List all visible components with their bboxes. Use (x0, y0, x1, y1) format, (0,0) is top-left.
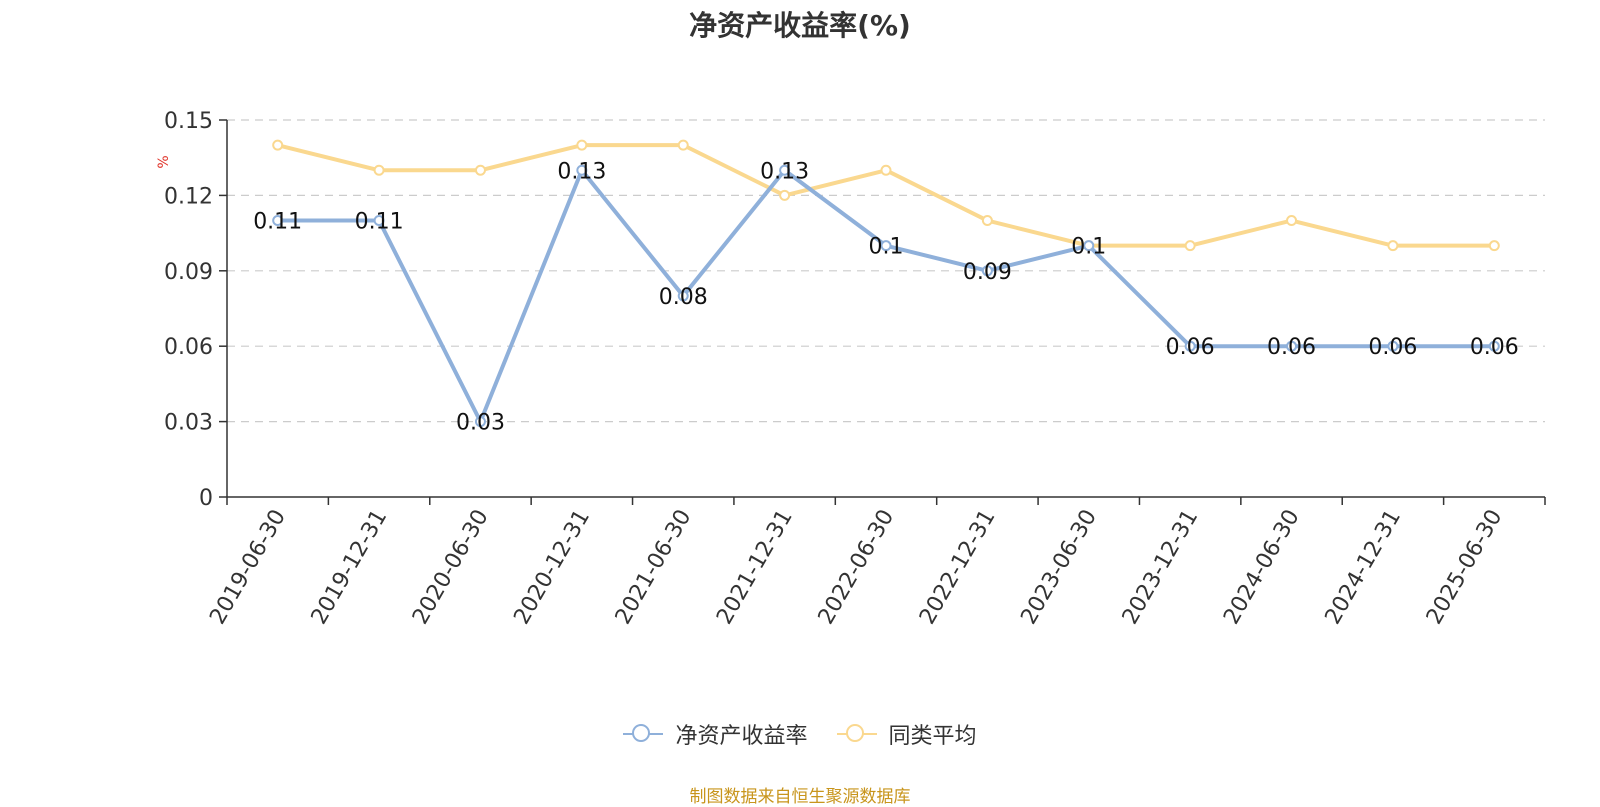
legend-swatch-roe (623, 724, 664, 744)
y-tick-label: 0.03 (164, 411, 213, 436)
data-label: 0.13 (760, 159, 809, 184)
data-point-peer-average (1387, 240, 1399, 252)
legend: 净资产收益率 同类平均 (0, 718, 1600, 750)
data-point-peer-average (272, 139, 284, 151)
data-point-roe (677, 290, 689, 302)
y-tick-label: 0 (199, 486, 213, 511)
legend-swatch-peer-average (836, 724, 877, 744)
y-tick-label: 0.06 (164, 335, 213, 360)
data-point-peer-average (576, 139, 588, 151)
data-point-roe (1083, 240, 1095, 252)
legend-label-peer-average: 同类平均 (888, 724, 977, 749)
data-label: 0.06 (1470, 335, 1519, 360)
x-tick-label: 2024-12-31 (1321, 506, 1407, 629)
data-point-roe (1488, 340, 1500, 352)
data-point-peer-average (779, 189, 791, 201)
x-tick-label: 2023-06-30 (1016, 506, 1102, 629)
x-tick-label: 2024-06-30 (1219, 506, 1305, 629)
data-point-peer-average (1488, 240, 1500, 252)
data-label: 0.06 (1368, 335, 1417, 360)
data-label: 0.09 (963, 260, 1012, 285)
x-tick-label: 2020-12-31 (509, 506, 595, 629)
data-label: 0.08 (659, 285, 708, 310)
data-label: 0.03 (456, 411, 505, 436)
data-label: 0.1 (869, 235, 904, 260)
x-tick-label: 2022-06-30 (814, 506, 900, 629)
x-tick-label: 2022-12-31 (915, 506, 1001, 629)
y-tick-label: 0.09 (164, 260, 213, 285)
data-point-peer-average (474, 164, 486, 176)
data-point-peer-average (981, 215, 993, 227)
data-label: 0.06 (1166, 335, 1215, 360)
data-point-roe (880, 240, 892, 252)
x-tick-label: 2021-12-31 (712, 506, 798, 629)
x-tick-label: 2023-12-31 (1118, 506, 1204, 629)
data-label: 0.1 (1071, 235, 1106, 260)
x-tick-label: 2019-06-30 (205, 506, 291, 629)
data-label: 0.13 (557, 159, 606, 184)
data-label: 0.11 (355, 210, 404, 235)
x-tick-label: 2021-06-30 (611, 506, 697, 629)
legend-item-roe[interactable]: 净资产收益率 (623, 718, 808, 750)
x-tick-label: 2020-06-30 (408, 506, 494, 629)
data-label: 0.11 (253, 210, 302, 235)
data-point-roe (1387, 340, 1399, 352)
y-tick-label: 0.15 (164, 109, 213, 134)
chart-title: 净资产收益率(%) (689, 9, 911, 42)
legend-label-roe: 净资产收益率 (675, 724, 808, 749)
y-axis-label: % (156, 155, 172, 168)
data-point-roe (1286, 340, 1298, 352)
data-point-roe (474, 416, 486, 428)
data-point-roe (779, 164, 791, 176)
data-source-note: 制图数据来自恒生聚源数据库 (689, 787, 911, 807)
legend-item-peer-average[interactable]: 同类平均 (836, 718, 977, 750)
data-point-peer-average (880, 164, 892, 176)
data-point-peer-average (373, 164, 385, 176)
x-tick-label: 2019-12-31 (307, 506, 393, 629)
data-point-peer-average (677, 139, 689, 151)
y-tick-label: 0.12 (164, 184, 213, 209)
data-point-roe (576, 164, 588, 176)
data-point-roe (981, 265, 993, 277)
series-line-roe (275, 168, 1497, 424)
data-point-peer-average (1184, 240, 1196, 252)
data-point-roe (1184, 340, 1196, 352)
data-label: 0.06 (1267, 335, 1316, 360)
data-point-roe (272, 215, 284, 227)
data-point-peer-average (1286, 215, 1298, 227)
data-point-roe (373, 215, 385, 227)
x-tick-label: 2025-06-30 (1422, 506, 1508, 629)
